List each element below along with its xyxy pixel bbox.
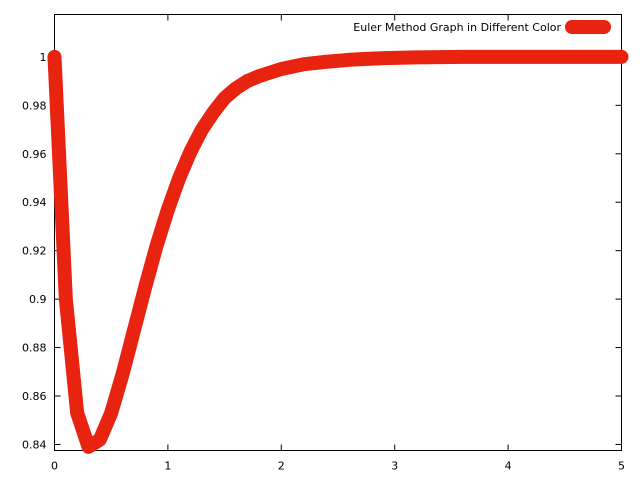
x-tick-label: 2 <box>278 460 285 473</box>
x-tick-label: 1 <box>164 460 171 473</box>
legend-label: Euler Method Graph in Different Color <box>353 21 561 34</box>
y-tick-label: 0.84 <box>22 438 47 451</box>
y-tick-label: 0.88 <box>22 342 47 355</box>
series-layer <box>47 49 629 454</box>
y-tick-label: 0.92 <box>22 245 47 258</box>
legend: Euler Method Graph in Different Color <box>353 20 611 34</box>
y-tick-label: 0.86 <box>22 390 47 403</box>
series-line <box>47 49 629 454</box>
x-tick-label: 3 <box>391 460 398 473</box>
plot-area <box>54 14 622 451</box>
y-tick-label: 1 <box>40 51 47 64</box>
x-tick-label: 5 <box>618 460 625 473</box>
y-tick-label: 0.96 <box>22 148 47 161</box>
axis-ticks: 0 1 2 3 4 5 0.84 0.86 0.88 0.9 0.92 0.94 0.96 0.98 1 <box>22 14 625 473</box>
y-tick-label: 0.9 <box>29 293 47 306</box>
y-tick-label: 0.98 <box>22 99 47 112</box>
y-tick-label: 0.94 <box>22 196 47 209</box>
x-tick-label: 0 <box>51 460 58 473</box>
x-tick-label: 4 <box>505 460 512 473</box>
